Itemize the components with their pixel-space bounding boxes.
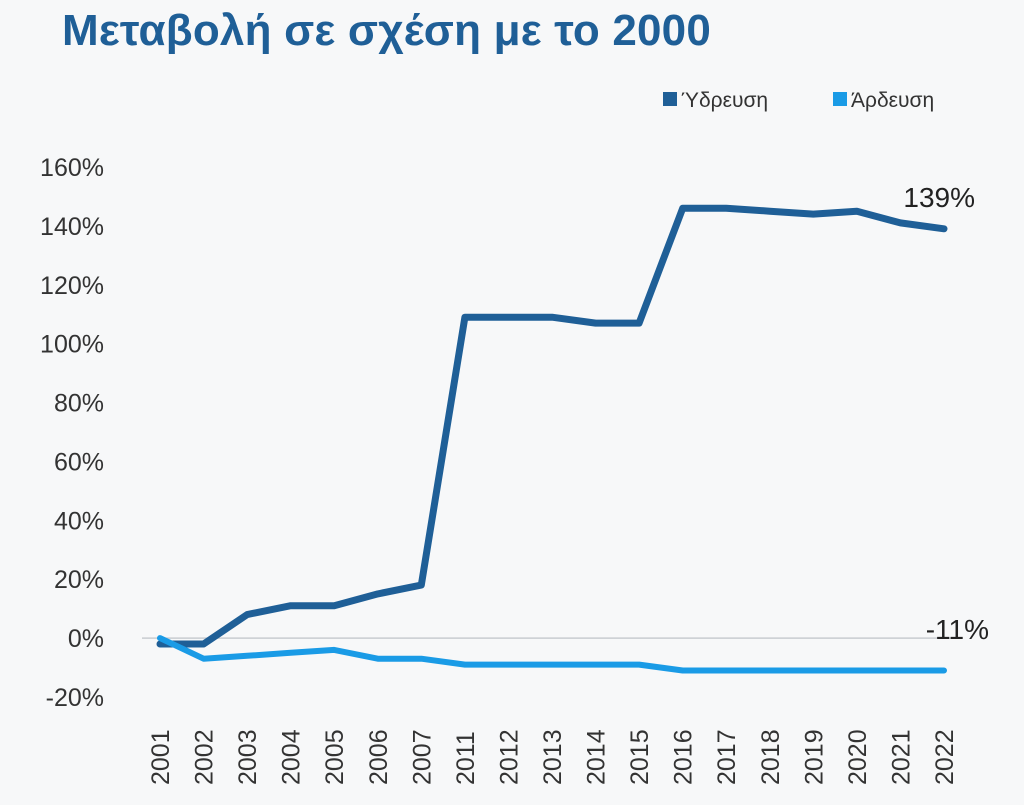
series-lines <box>156 204 948 674</box>
x-tick-label: 2017 <box>713 729 741 785</box>
x-tick-label: 2019 <box>800 729 828 785</box>
legend: Ύδρευση Άρδευση <box>663 89 934 112</box>
y-tick-label: 120% <box>40 272 104 300</box>
chart-title: Μεταβολή σε σχέση με το 2000 <box>62 6 712 55</box>
x-tick-label: 2005 <box>321 729 349 785</box>
x-tick-label: 2020 <box>844 729 872 785</box>
end-value-label: 139% <box>903 182 975 213</box>
y-tick-label: 100% <box>40 331 104 359</box>
x-tick-label: 2016 <box>670 729 698 785</box>
x-tick-label: 2015 <box>626 729 654 785</box>
legend-swatch <box>663 92 677 106</box>
y-tick-label: 20% <box>54 566 104 594</box>
end-labels: 139% -11% <box>903 182 989 645</box>
y-axis-ticks: 160% 140% 120% 100% 80% 60% 40% 20% 0% -20% <box>40 154 104 712</box>
x-tick-label: 2011 <box>452 731 480 785</box>
y-tick-label: 40% <box>54 507 104 535</box>
x-axis-ticks: 2001 2002 2003 2004 2005 2006 2007 2011 2012 2013… <box>147 729 959 785</box>
legend-label: Άρδευση <box>851 89 934 112</box>
series-line-ydreusi <box>156 204 948 648</box>
legend-label: Ύδρευση <box>681 89 768 112</box>
x-tick-label: 2006 <box>365 729 393 785</box>
series-line-ardeusi <box>157 635 947 674</box>
y-tick-label: 0% <box>68 625 104 653</box>
x-tick-label: 2021 <box>887 729 915 785</box>
x-tick-label: 2001 <box>147 729 175 785</box>
y-tick-label: 60% <box>54 448 104 476</box>
x-tick-label: 2022 <box>931 729 959 785</box>
x-tick-label: 2007 <box>408 729 436 785</box>
x-tick-label: 2003 <box>234 729 262 785</box>
legend-swatch <box>833 92 847 106</box>
x-tick-label: 2002 <box>191 729 219 785</box>
x-tick-label: 2012 <box>495 729 523 785</box>
x-tick-label: 2013 <box>539 729 567 785</box>
y-tick-label: -20% <box>46 684 104 712</box>
end-value-label: -11% <box>926 614 989 645</box>
x-tick-label: 2018 <box>757 729 785 785</box>
y-tick-label: 140% <box>40 213 104 241</box>
y-tick-label: 160% <box>40 154 104 182</box>
y-tick-label: 80% <box>54 390 104 418</box>
x-tick-label: 2004 <box>278 729 306 785</box>
x-tick-label: 2014 <box>583 729 611 785</box>
